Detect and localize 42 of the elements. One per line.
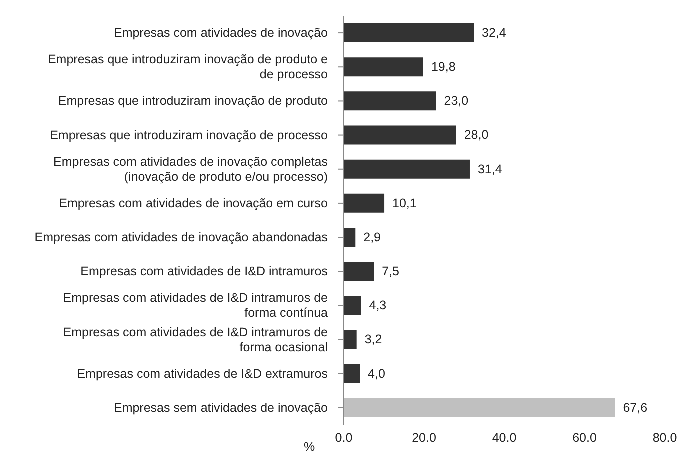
data-label: 4,0 [368,366,386,381]
y-tick-label: Empresas com atividades de I&D intramuros [80,264,328,279]
bar [344,364,360,384]
y-tick-label: Empresas com atividades de I&D extramuros [77,366,328,381]
bar [344,92,436,111]
data-label: 2,9 [364,230,382,244]
x-tick-label: 40.0 [492,430,517,445]
x-tick-label: 20.0 [412,430,436,445]
bar [344,262,374,282]
data-label: 3,2 [364,332,382,347]
data-label: 23,0 [444,94,469,108]
data-label: 32,4 [482,26,506,40]
x-tick-label: 60.0 [572,430,597,445]
data-label: 28,0 [464,128,489,142]
data-label: 7,5 [382,264,400,279]
y-tick-label: Empresas sem atividades de inovação [114,400,328,415]
y-tick-label: Empresas com atividades de I&D intramuros de forma contínua [63,291,328,320]
y-tick-label: Empresas com atividades de I&D intramuros de forma ocasional [63,325,328,354]
bar [344,398,616,418]
y-tick-label: Empresas com atividades de inovação [114,26,328,40]
bar [344,296,362,316]
x-tick-label: 0.0 [335,430,353,445]
bar [344,58,424,77]
y-tick-label: Empresas com atividades de inovação abandonadas [34,230,328,245]
y-tick-label: Empresas com atividades de inovação em curso [59,196,328,210]
bar [344,160,470,179]
y-tick-label: Empresas que introduziram inovação de processo [50,128,328,142]
data-label: 4,3 [369,298,387,313]
bar [344,194,385,213]
data-label: 67,6 [623,400,648,415]
data-label: 10,1 [392,196,417,210]
y-tick-label: Empresas que introduziram inovação de produto e de processo [48,52,328,82]
y-tick-label: Empresas que introduziram inovação de produto [58,94,328,108]
bar [344,330,357,350]
y-tick-label: Empresas com atividades de inovação completas (inovação de produto e/ou processo) [54,154,328,184]
x-axis-title: % [304,440,316,454]
data-label: 19,8 [431,60,456,74]
bar [344,228,356,247]
bar [344,126,456,145]
x-tick-label: 80.0 [652,430,678,445]
bar [344,24,474,42]
data-label: 31,4 [478,162,502,176]
